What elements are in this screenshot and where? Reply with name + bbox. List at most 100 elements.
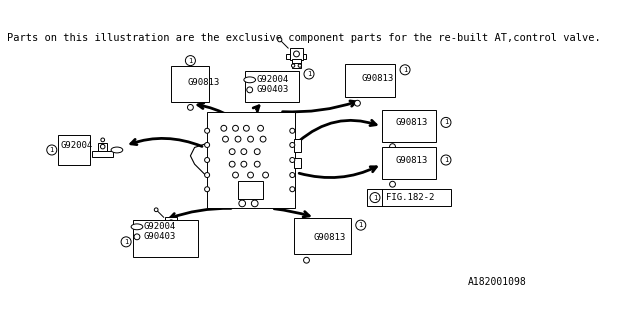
Circle shape — [221, 125, 227, 131]
Ellipse shape — [131, 224, 143, 230]
Text: 1: 1 — [124, 239, 128, 245]
Bar — [92, 151, 113, 157]
Circle shape — [134, 234, 140, 240]
Circle shape — [390, 181, 396, 187]
Text: G90403: G90403 — [143, 232, 176, 241]
Bar — [358, 83, 361, 87]
Circle shape — [248, 172, 253, 178]
Circle shape — [290, 172, 295, 178]
Circle shape — [388, 122, 392, 126]
Bar — [381, 148, 436, 179]
Text: G90813: G90813 — [188, 78, 220, 87]
Circle shape — [252, 200, 258, 207]
Bar — [303, 54, 307, 59]
Circle shape — [168, 220, 174, 225]
Bar — [165, 217, 177, 228]
Circle shape — [262, 172, 269, 178]
Circle shape — [254, 161, 260, 167]
Circle shape — [290, 157, 295, 163]
Circle shape — [205, 128, 210, 133]
Text: G90813: G90813 — [362, 74, 394, 83]
Bar — [294, 158, 301, 168]
Bar — [381, 110, 436, 142]
Text: 1: 1 — [188, 58, 193, 64]
Bar — [290, 48, 303, 60]
Circle shape — [390, 144, 396, 149]
Bar — [168, 231, 175, 235]
Text: G92004: G92004 — [257, 75, 289, 84]
Text: FIG.182-2: FIG.182-2 — [386, 193, 434, 202]
Bar — [346, 83, 348, 87]
Bar — [348, 80, 358, 88]
Circle shape — [205, 157, 210, 163]
Text: 1: 1 — [444, 119, 448, 125]
Circle shape — [247, 87, 253, 93]
Circle shape — [205, 172, 210, 178]
Ellipse shape — [111, 147, 123, 153]
Circle shape — [248, 136, 253, 142]
Bar — [287, 54, 290, 59]
Bar — [294, 218, 351, 254]
Text: G90813: G90813 — [396, 156, 428, 164]
Bar — [207, 112, 295, 208]
Circle shape — [166, 232, 170, 235]
Circle shape — [154, 208, 158, 212]
Bar — [367, 189, 451, 206]
Circle shape — [388, 126, 392, 130]
Bar — [176, 92, 183, 96]
Circle shape — [305, 225, 308, 229]
Text: 1: 1 — [373, 195, 377, 201]
Circle shape — [355, 100, 360, 106]
Bar — [177, 222, 180, 227]
Circle shape — [173, 232, 176, 235]
Circle shape — [243, 125, 250, 131]
Bar — [299, 230, 301, 234]
Bar — [168, 227, 175, 232]
Bar — [350, 88, 356, 92]
Circle shape — [241, 161, 247, 167]
Bar — [387, 132, 394, 136]
Bar — [132, 220, 198, 257]
Bar — [184, 87, 187, 92]
Circle shape — [305, 229, 308, 233]
Circle shape — [294, 51, 300, 57]
Ellipse shape — [244, 77, 255, 83]
Bar — [98, 143, 108, 151]
Circle shape — [186, 56, 195, 66]
Circle shape — [400, 65, 410, 75]
Circle shape — [232, 172, 239, 178]
Circle shape — [229, 149, 235, 155]
Circle shape — [223, 136, 228, 142]
Bar — [238, 181, 263, 199]
Bar — [395, 127, 397, 132]
Text: 1: 1 — [403, 67, 407, 73]
Circle shape — [304, 69, 314, 79]
Bar — [385, 162, 395, 170]
Circle shape — [351, 78, 355, 82]
Bar — [312, 230, 314, 234]
Circle shape — [241, 149, 247, 155]
Circle shape — [254, 149, 260, 155]
Bar — [244, 71, 299, 101]
Bar — [162, 222, 165, 227]
Circle shape — [278, 38, 282, 42]
Bar — [172, 87, 175, 92]
Circle shape — [290, 128, 295, 133]
Circle shape — [188, 104, 193, 110]
Circle shape — [205, 187, 210, 192]
Bar — [175, 84, 184, 92]
Circle shape — [260, 136, 266, 142]
Text: G92004: G92004 — [143, 222, 176, 231]
Text: 1: 1 — [50, 147, 54, 153]
Bar — [395, 165, 397, 169]
Circle shape — [351, 82, 355, 86]
Circle shape — [229, 161, 235, 167]
Circle shape — [298, 64, 301, 67]
Text: Parts on this illustration are the exclusive component parts for the re-built AT: Parts on this illustration are the exclu… — [6, 33, 600, 43]
Circle shape — [303, 257, 309, 263]
Circle shape — [388, 164, 392, 168]
Circle shape — [101, 138, 104, 142]
Bar — [345, 64, 395, 97]
Bar — [294, 139, 301, 152]
Bar — [58, 135, 90, 165]
